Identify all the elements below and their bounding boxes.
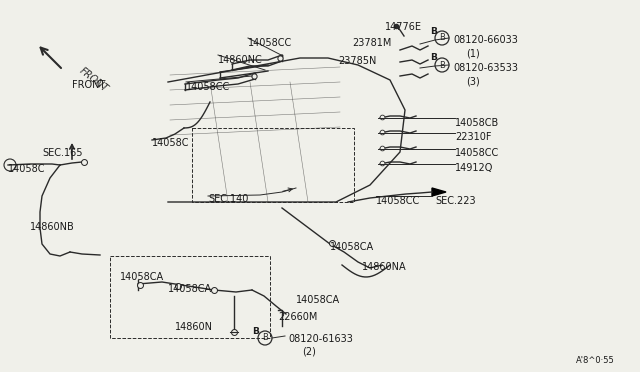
Text: SEC.223: SEC.223 <box>435 196 476 206</box>
Text: SEC.140: SEC.140 <box>208 194 248 204</box>
Text: 14058C: 14058C <box>8 164 45 174</box>
Text: 14058CC: 14058CC <box>455 148 499 158</box>
Text: A'8^0·55: A'8^0·55 <box>576 356 615 365</box>
Text: 14860NC: 14860NC <box>218 55 263 65</box>
Text: 14912Q: 14912Q <box>455 163 493 173</box>
Text: (3): (3) <box>466 76 480 86</box>
Text: 14058CA: 14058CA <box>120 272 164 282</box>
Text: 14058CA: 14058CA <box>168 284 212 294</box>
Text: B: B <box>262 334 268 343</box>
Text: 14860NA: 14860NA <box>362 262 406 272</box>
Text: 14860NB: 14860NB <box>30 222 75 232</box>
Text: 14776E: 14776E <box>385 22 422 32</box>
Text: 23785N: 23785N <box>338 56 376 66</box>
Text: 23781M: 23781M <box>352 38 392 48</box>
Bar <box>192 128 354 202</box>
Text: 22310F: 22310F <box>455 132 492 142</box>
Text: 22660M: 22660M <box>278 312 317 322</box>
Text: 14058CC: 14058CC <box>186 82 230 92</box>
Polygon shape <box>432 188 446 196</box>
Text: B: B <box>439 61 445 70</box>
Text: (2): (2) <box>302 346 316 356</box>
Text: 14058CA: 14058CA <box>296 295 340 305</box>
Text: 14058C: 14058C <box>152 138 189 148</box>
Text: B: B <box>439 33 445 42</box>
Text: FRONT: FRONT <box>72 80 106 90</box>
Text: (1): (1) <box>466 48 480 58</box>
Text: B: B <box>431 54 437 62</box>
Text: 14058CB: 14058CB <box>455 118 499 128</box>
Text: SEC.165: SEC.165 <box>42 148 83 158</box>
Text: 08120-66033: 08120-66033 <box>453 35 518 45</box>
Text: 14058CC: 14058CC <box>248 38 292 48</box>
Text: 14058CA: 14058CA <box>330 242 374 252</box>
Text: 14058CC: 14058CC <box>376 196 420 206</box>
Text: B: B <box>253 327 259 337</box>
Text: B: B <box>431 26 437 35</box>
Text: FRONT: FRONT <box>78 66 110 94</box>
Bar <box>110 256 270 338</box>
Text: 14860N: 14860N <box>175 322 213 332</box>
Text: 08120-63533: 08120-63533 <box>453 63 518 73</box>
Text: 08120-61633: 08120-61633 <box>288 334 353 344</box>
